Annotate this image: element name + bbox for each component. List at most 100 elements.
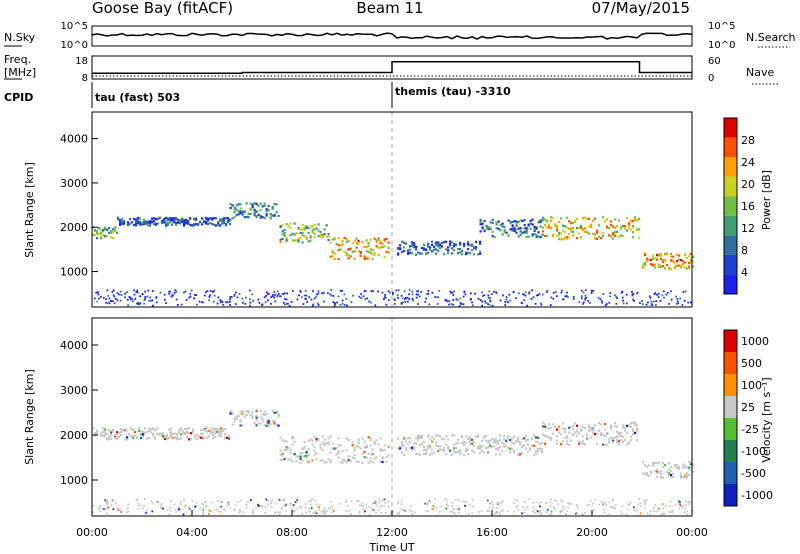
echo-cell — [175, 221, 178, 224]
echo-cell — [580, 429, 583, 432]
echo-cell — [415, 436, 418, 440]
echo-cell — [415, 253, 418, 256]
scatter-cell — [408, 508, 411, 511]
scatter-cell — [322, 300, 325, 303]
scatter-cell — [234, 303, 237, 305]
scatter-cell — [144, 290, 146, 293]
echo-cell — [190, 432, 193, 435]
echo-cell — [513, 451, 516, 454]
scatter-cell — [650, 302, 653, 305]
echo-cell — [291, 460, 294, 463]
scatter-cell — [255, 507, 257, 510]
scatter-cell — [281, 293, 284, 296]
scatter-cell — [279, 511, 281, 514]
echo-cell — [351, 444, 354, 447]
echo-cell — [124, 438, 127, 441]
scatter-cell — [267, 299, 269, 302]
echo-cell — [670, 267, 673, 270]
echo-cell — [154, 436, 157, 439]
scatter-cell — [292, 504, 295, 506]
echo-cell — [566, 235, 569, 239]
scatter-cell — [184, 290, 187, 293]
scatter-cell — [264, 512, 267, 515]
scatter-cell — [427, 502, 429, 504]
echo-cell — [245, 202, 248, 205]
scatter-cell — [506, 510, 509, 513]
echo-cell — [357, 242, 360, 245]
echo-cell — [584, 216, 587, 219]
echo-cell — [397, 447, 400, 450]
scatter-cell — [291, 504, 294, 507]
echo-cell — [319, 231, 322, 234]
scatter-cell — [324, 512, 327, 515]
echo-cell — [479, 240, 482, 243]
echo-cell — [441, 448, 444, 451]
echo-cell — [353, 250, 356, 253]
scatter-cell — [625, 513, 628, 516]
scatter-cell — [194, 505, 196, 508]
scatter-cell — [130, 298, 132, 301]
echo-cell — [209, 222, 212, 225]
echo-cell — [311, 230, 314, 234]
scatter-cell — [361, 504, 363, 507]
echo-cell — [357, 438, 360, 441]
echo-cell — [275, 211, 278, 214]
echo-cell — [121, 221, 124, 224]
echo-cell — [359, 254, 362, 258]
echo-cell — [183, 219, 186, 222]
scatter-cell — [100, 507, 103, 510]
scatter-cell — [205, 506, 208, 509]
echo-cell — [584, 230, 587, 234]
echo-cell — [96, 237, 99, 240]
scatter-cell — [234, 504, 237, 507]
echo-cell — [604, 435, 607, 438]
scatter-cell — [108, 297, 111, 300]
echo-cell — [525, 231, 528, 235]
echo-cell — [560, 433, 563, 436]
echo-cell — [465, 441, 468, 444]
scatter-cell — [346, 304, 348, 307]
echo-cell — [564, 225, 567, 228]
echo-cell — [678, 258, 681, 261]
colorbar-swatch — [724, 462, 737, 484]
scatter-cell — [303, 294, 306, 297]
echo-cell — [313, 453, 316, 456]
scatter-cell — [139, 302, 142, 305]
echo-cell — [341, 461, 344, 464]
scatter-cell — [603, 508, 605, 511]
scatter-cell — [143, 302, 146, 305]
scatter-cell — [684, 507, 687, 510]
nsky-tick-bottom: 10^0 — [61, 40, 88, 51]
scatter-cell — [189, 295, 192, 298]
echo-cell — [397, 253, 400, 256]
scatter-cell — [107, 295, 110, 297]
scatter-cell — [403, 290, 406, 293]
echo-cell — [413, 445, 416, 448]
echo-cell — [255, 216, 258, 219]
scatter-cell — [173, 292, 176, 294]
scatter-cell — [487, 510, 490, 512]
echo-cell — [183, 220, 186, 223]
echo-cell — [94, 229, 97, 232]
scatter-cell — [257, 298, 260, 301]
scatter-cell — [314, 510, 316, 513]
echo-cell — [413, 447, 416, 450]
echo-cell — [142, 430, 145, 434]
echo-cell — [491, 234, 494, 237]
echo-cell — [221, 219, 224, 223]
echo-cell — [383, 245, 386, 248]
echo-cell — [199, 220, 202, 223]
scatter-cell — [315, 503, 318, 506]
echo-cell — [441, 241, 444, 244]
scatter-cell — [345, 510, 347, 513]
echo-cell — [554, 223, 557, 226]
echo-cell — [269, 213, 272, 216]
scatter-cell — [220, 300, 223, 303]
scatter-cell — [222, 304, 225, 306]
scatter-cell — [495, 511, 497, 514]
echo-cell — [525, 229, 528, 232]
scatter-cell — [487, 303, 489, 305]
scatter-cell — [592, 289, 595, 292]
